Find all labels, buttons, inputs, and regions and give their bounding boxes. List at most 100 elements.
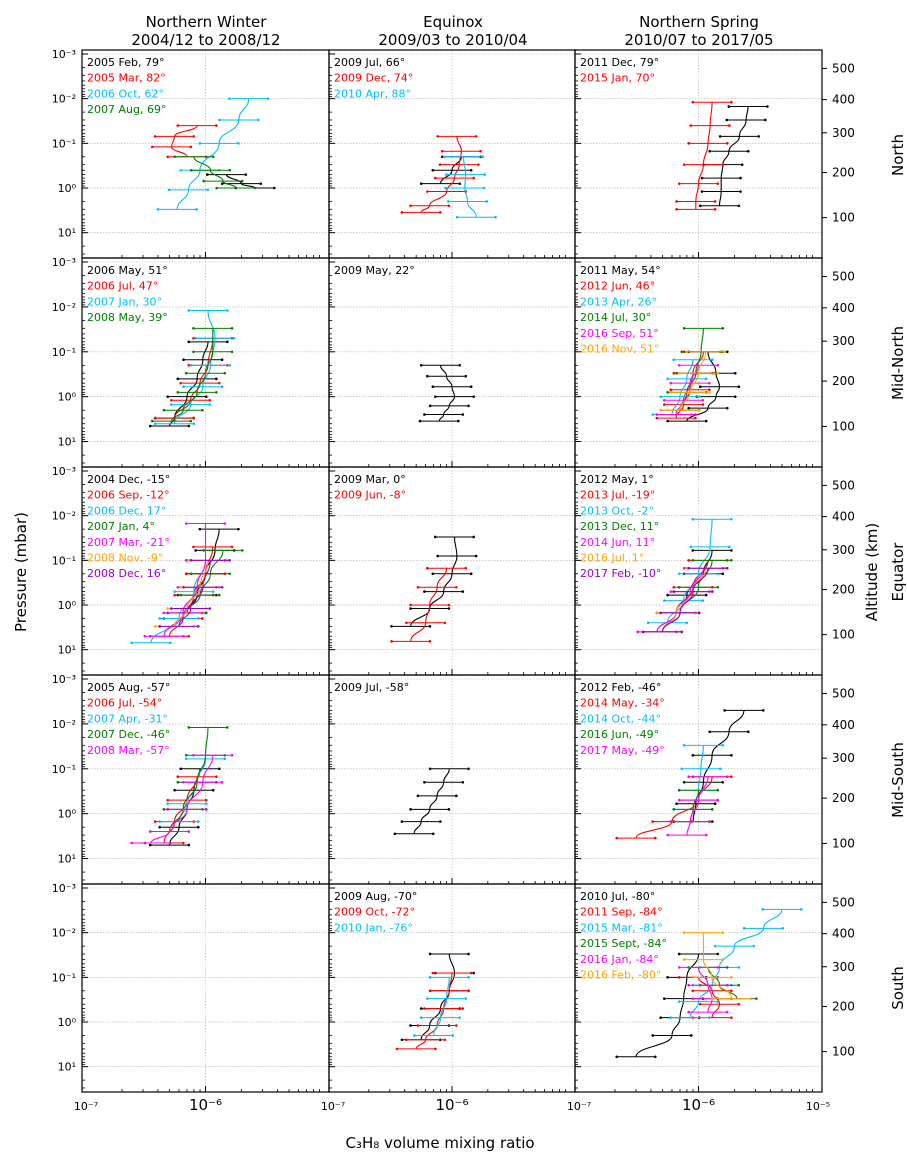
error-bar-cap [419,182,423,185]
error-bar-cap [198,527,202,531]
error-bar-cap [740,163,744,166]
error-bar-cap [700,176,704,180]
error-bar-cap [666,391,669,394]
series-curve [410,536,458,627]
legend-label: 2017 May, -49° [580,744,665,757]
altitude-tick-label: 200 [832,1000,855,1014]
error-bar-cap [182,634,185,638]
error-bar-cap [130,641,134,645]
legend-label: 2015 Sept, -84° [580,937,667,950]
legend-label: 2009 Jul, 66° [334,56,405,69]
legend-label: 2007 Aug, 69° [87,103,166,116]
error-bar-cap [189,145,193,149]
altitude-tick-label: 500 [832,61,855,75]
altitude-tick-label: 500 [832,478,855,492]
error-bar-cap [469,971,473,975]
error-bar-cap [428,767,432,771]
altitude-tick-label: 100 [832,1045,855,1059]
legend-label: 2014 Jun, 11° [580,536,655,549]
error-bar-cap [725,142,729,145]
error-bar-cap [187,424,191,428]
error-bar-cap [675,200,678,203]
series-curve [171,125,198,157]
error-bar-cap [240,179,244,183]
legend-label: 2009 Oct, -72° [334,906,415,919]
error-bar-cap [474,135,478,138]
error-bar-cap [730,1016,733,1019]
error-bar-cap [192,336,195,340]
error-bar-cap [244,173,248,176]
legend-label: 2007 Jan, 30° [87,295,162,308]
error-bar-cap [228,168,232,172]
error-bar-cap [166,802,170,806]
error-bar-cap [461,1007,465,1010]
error-bar-cap [162,808,166,811]
legend-label: 2010 Jan, -76° [334,921,413,934]
error-bar-cap [223,757,227,761]
error-bar-cap [192,327,195,330]
error-bar-cap [675,802,678,806]
error-bar-cap [461,781,465,784]
error-bar-cap [464,997,468,1000]
y-tick-label: 10¹ [58,644,76,657]
error-bar-cap [204,395,208,398]
error-bar-cap [725,350,729,354]
error-bar-cap [184,371,188,375]
error-bar-cap [689,1034,693,1037]
error-bar-cap [428,952,432,956]
error-bar-cap [423,590,426,593]
error-bar-cap [153,135,157,138]
error-bar-cap [691,517,695,521]
y-tick-label: 10⁰ [58,391,77,404]
series-curve [671,359,694,415]
error-bar-cap [179,381,183,385]
error-bar-cap [416,1024,420,1027]
error-bar-cap [440,149,444,153]
error-bar-cap [176,391,180,394]
error-bar-cap [228,97,231,100]
error-bar-cap [419,1016,423,1019]
legend-label: 2007 Apr, -31° [87,712,168,725]
error-bar-cap [431,385,435,389]
y-tick-label: 10⁻³ [52,256,76,269]
error-bar-cap [687,1010,690,1014]
error-bar-cap [443,1038,447,1042]
error-bar-cap [192,350,195,354]
error-bar-cap [737,966,741,969]
altitude-tick-label: 200 [832,374,855,388]
error-bar-cap [179,593,183,597]
error-bar-cap [215,377,218,381]
error-bar-cap [467,404,470,408]
error-bar-cap [682,958,686,961]
error-bar-cap [223,522,227,525]
series-curve [661,568,707,632]
error-bar-cap [150,419,154,423]
error-bar-cap [173,788,176,792]
series-curve [171,328,214,422]
y-tick-label: 10⁻¹ [52,137,76,150]
error-bar-cap [481,155,485,159]
error-bar-cap [192,135,196,138]
error-bar-cap [418,419,422,423]
error-bar-cap [467,976,470,979]
error-bar-cap [230,545,234,549]
error-bar-cap [708,149,712,153]
error-bar-cap [666,976,669,979]
error-bar-cap [192,545,195,549]
error-bar-cap [653,1055,657,1059]
error-bar-cap [701,398,705,402]
altitude-tick-label: 400 [832,510,855,524]
error-bar-cap [708,388,711,392]
error-bar-cap [458,364,461,367]
error-bar-cap [682,566,686,570]
error-bar-cap [211,155,215,159]
error-bar-cap [725,566,729,570]
error-bar-cap [737,385,741,389]
error-bar-cap [636,630,640,634]
error-bar-cap [653,836,657,840]
error-bar-cap [719,767,722,771]
error-bar-cap [228,559,232,562]
error-bar-cap [150,145,154,149]
error-bar-cap [725,983,729,987]
y-axis-label-pressure: Pressure (mbar) [12,512,30,632]
